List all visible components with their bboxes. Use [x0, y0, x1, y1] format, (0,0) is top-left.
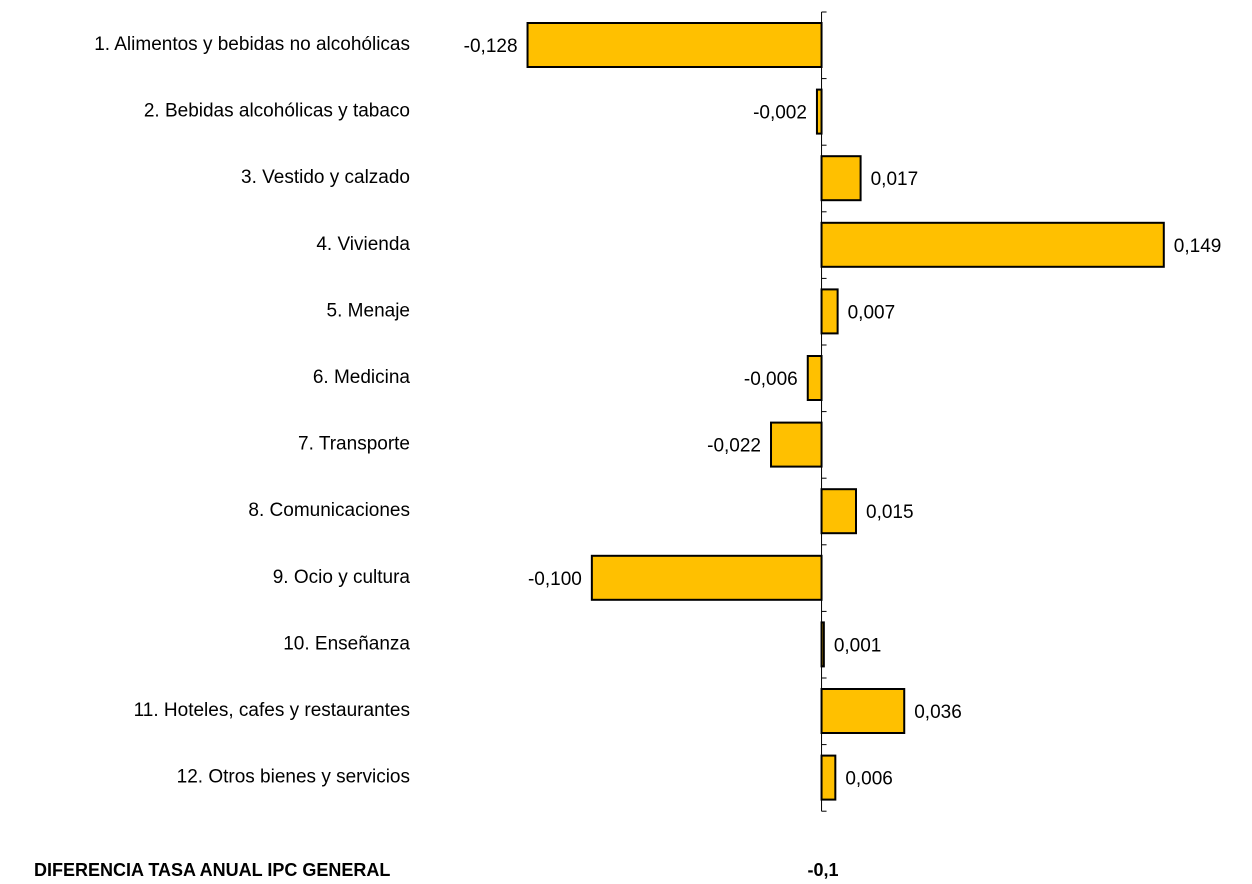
bar — [806, 355, 823, 401]
bar — [770, 421, 823, 468]
bar — [820, 221, 1165, 268]
value-label: 0,001 — [834, 635, 882, 656]
category-label: 4. Vivienda — [316, 234, 410, 255]
category-label: 5. Menaje — [327, 300, 410, 321]
value-label: -0,006 — [744, 369, 798, 390]
bar — [815, 88, 823, 135]
summary-label: DIFERENCIA TASA ANUAL IPC GENERAL — [34, 860, 390, 880]
bar — [526, 22, 823, 68]
bar — [820, 288, 839, 335]
bar — [820, 688, 906, 734]
category-label: 3. Vestido y calzado — [241, 167, 410, 188]
value-label: 0,007 — [848, 302, 896, 323]
category-label: 2. Bebidas alcohólicas y tabaco — [144, 101, 410, 122]
category-label: 10. Enseñanza — [283, 633, 410, 654]
bar — [590, 554, 823, 601]
value-label: 0,017 — [871, 169, 919, 190]
value-label: -0,100 — [528, 569, 582, 590]
category-label: 12. Otros bienes y servicios — [177, 767, 410, 788]
value-label: -0,022 — [707, 436, 761, 457]
value-label: 0,149 — [1174, 236, 1222, 257]
category-label: 1. Alimentos y bebidas no alcohólicas — [94, 34, 410, 55]
summary-value: -0,1 — [807, 860, 838, 880]
bar — [820, 155, 862, 202]
value-label: 0,036 — [914, 702, 962, 723]
value-label: 0,006 — [845, 769, 893, 790]
category-label: 9. Ocio y cultura — [273, 567, 411, 588]
value-label: 0,015 — [866, 502, 914, 523]
bar — [820, 488, 858, 535]
value-label: -0,002 — [753, 103, 807, 124]
category-label: 7. Transporte — [298, 434, 410, 455]
category-label: 8. Comunicaciones — [248, 500, 410, 521]
bar — [820, 754, 837, 801]
category-label: 11. Hoteles, cafes y restaurantes — [134, 700, 410, 721]
category-label: 6. Medicina — [313, 367, 411, 388]
value-label: -0,128 — [464, 36, 518, 57]
